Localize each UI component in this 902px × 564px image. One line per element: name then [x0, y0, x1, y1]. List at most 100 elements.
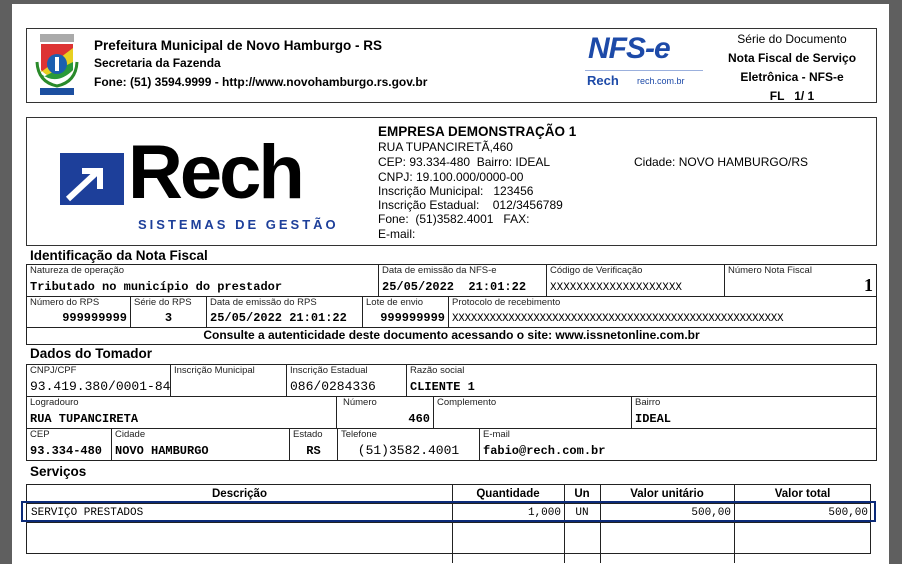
cell-valor-total: 500,00: [828, 507, 868, 519]
field-label: Protocolo de recebimento: [452, 297, 561, 308]
column-header-descricao: Descrição: [27, 485, 453, 503]
selected-row-highlight: [21, 501, 876, 522]
company-im: Inscrição Municipal: 123456: [378, 184, 534, 198]
column-header-valor-total: Valor total: [774, 488, 831, 500]
department-name: Secretaria da Fazenda: [94, 56, 221, 70]
tomador-im-field: Inscrição Municipal: [170, 364, 287, 397]
field-label: Cidade: [115, 429, 146, 440]
rech-logo-tagline: SISTEMAS DE GESTÃO: [138, 217, 339, 232]
tomador-ie-field: Inscrição Estadual 086/0284336: [286, 364, 407, 397]
header-box: [26, 28, 877, 103]
numero-nota-field: Número Nota Fiscal 1: [724, 264, 877, 297]
tomador-telefone-field: Telefone (51)3582.4001: [337, 428, 480, 461]
field-label: CEP: [30, 429, 50, 440]
company-cep-bairro: CEP: 93.334-480 Bairro: IDEAL: [378, 155, 551, 169]
page-number: FL 1/ 1: [769, 89, 815, 103]
tomador-estado-field: Estado RS: [289, 428, 338, 461]
field-label: Número Nota Fiscal: [728, 265, 812, 276]
section-title-tomador: Dados do Tomador: [30, 346, 153, 361]
nfse-logo: NFS-e Rech rech.com.br: [585, 32, 705, 92]
field-value: XXXXXXXXXXXXXXXXXXXXXXXXXXXXXXXXXXXXXXXX…: [452, 313, 784, 325]
field-label: Inscrição Estadual: [290, 365, 368, 376]
field-label: Bairro: [635, 397, 661, 408]
nfse-logo-text: NFS-e: [588, 32, 671, 65]
field-label: CNPJ/CPF: [30, 365, 77, 376]
table-row[interactable]: SERVIÇO PRESTADOS 1,000 UN 500,00 500,00: [27, 504, 870, 522]
field-label: E-mail: [483, 429, 510, 440]
tomador-numero-field: Número 460: [336, 396, 434, 429]
field-label: Número do RPS: [30, 297, 100, 308]
field-label: Data de emissão da NFS-e: [382, 265, 497, 276]
field-value: CLIENTE 1: [410, 380, 475, 394]
section-title-servicos: Serviços: [30, 464, 87, 479]
field-value: Tributado no município do prestador: [30, 280, 283, 294]
field-label: Logradouro: [30, 397, 79, 408]
serie-field: Série do RPS 3: [130, 296, 207, 328]
arrow-icon: [60, 153, 124, 205]
data-rps-field: Data de emissão do RPS 25/05/2022 21:01:2…: [206, 296, 363, 328]
field-label: Série do RPS: [134, 297, 192, 308]
rech-site: rech.com.br: [637, 76, 685, 86]
column-header-un: Un: [564, 485, 601, 503]
company-phone: Fone: (51)3582.4001 FAX:: [378, 212, 530, 226]
tomador-email-field: E-mail fabio@rech.com.br: [479, 428, 877, 461]
field-value: 93.334-480: [30, 444, 103, 458]
field-label: Complemento: [437, 397, 497, 408]
field-value: RS: [306, 444, 321, 458]
field-value: 1: [864, 275, 873, 295]
document-series: Série do Documento Nota Fiscal de Serviç…: [712, 30, 872, 106]
field-value: 3: [164, 311, 173, 325]
doc-series-label: Série do Documento: [737, 32, 847, 46]
tomador-cidade-field: Cidade NOVO HAMBURGO: [111, 428, 290, 461]
rech-logo: Rech SISTEMAS DE GESTÃO: [60, 130, 360, 235]
company-cnpj: CNPJ: 19.100.000/0000-00: [378, 170, 524, 184]
tomador-cep-field: CEP 93.334-480: [26, 428, 112, 461]
company-address: RUA TUPANCIRETÃ,460: [378, 140, 513, 154]
consulte-link-text: Consulte a autenticidade deste documento…: [26, 327, 877, 345]
field-label: Natureza de operação: [30, 265, 125, 276]
field-label: Lote de envio: [366, 297, 424, 308]
company-city: Cidade: NOVO HAMBURGO/RS: [634, 155, 809, 169]
tomador-logradouro-field: Logradouro RUA TUPANCIRETA: [26, 396, 337, 429]
field-value: NOVO HAMBURGO: [115, 444, 209, 458]
field-value: 25/05/2022 21:01:22: [382, 280, 527, 294]
field-value: 93.419.380/0001-84: [30, 379, 171, 394]
field-value: (51)3582.4001: [357, 443, 460, 458]
field-value: 086/0284336: [290, 379, 376, 394]
field-value: 999999999: [62, 311, 127, 325]
services-header-row: Descrição Quantidade Un Valor unitário V…: [27, 485, 870, 504]
field-value: 460: [408, 412, 430, 426]
coat-of-arms-icon: [34, 32, 80, 98]
municipality-name: Prefeitura Municipal de Novo Hamburgo - …: [94, 38, 383, 53]
tomador-bairro-field: Bairro IDEAL: [631, 396, 877, 429]
field-label: Número: [343, 397, 377, 408]
rps-field: Número do RPS 999999999: [26, 296, 131, 328]
cell-descricao: SERVIÇO PRESTADOS: [27, 504, 453, 522]
field-label: Telefone: [341, 429, 377, 440]
rech-logo-text: Rech: [128, 130, 305, 215]
cell-un: UN: [564, 504, 601, 522]
field-value: RUA TUPANCIRETA: [30, 412, 139, 426]
section-title-identificacao: Identificação da Nota Fiscal: [30, 248, 208, 263]
column-header-quantidade: Quantidade: [452, 485, 565, 503]
company-email: E-mail:: [378, 227, 416, 241]
tomador-cnpj-field: CNPJ/CPF 93.419.380/0001-84: [26, 364, 171, 397]
doc-title-1: Nota Fiscal de Serviço: [727, 51, 857, 65]
data-nfse-field: Data de emissão da NFS-e 25/05/2022 21:01…: [378, 264, 547, 297]
field-value: 999999999: [380, 311, 445, 325]
company-ie: Inscrição Estadual: 012/3456789: [378, 198, 563, 212]
field-value: fabio@rech.com.br: [483, 444, 606, 458]
field-value: IDEAL: [635, 412, 672, 426]
field-label: Estado: [293, 429, 323, 440]
company-name: EMPRESA DEMONSTRAÇÃO 1: [378, 124, 577, 139]
rech-small-logo: Rech: [587, 73, 619, 88]
services-table: Descrição Quantidade Un Valor unitário V…: [26, 484, 871, 563]
municipality-contact: Fone: (51) 3594.9999 - http://www.novoha…: [94, 75, 428, 89]
tomador-complemento-field: Complemento: [433, 396, 632, 429]
tomador-razao-field: Razão social CLIENTE 1: [406, 364, 877, 397]
field-value: 25/05/2022 21:01:22: [210, 311, 347, 325]
document-page: [12, 4, 889, 564]
codigo-verificacao-field: Código de Verificação XXXXXXXXXXXXXXXXXXX…: [546, 264, 725, 297]
field-label: Inscrição Municipal: [174, 365, 255, 376]
field-label: Data de emissão do RPS: [210, 297, 317, 308]
